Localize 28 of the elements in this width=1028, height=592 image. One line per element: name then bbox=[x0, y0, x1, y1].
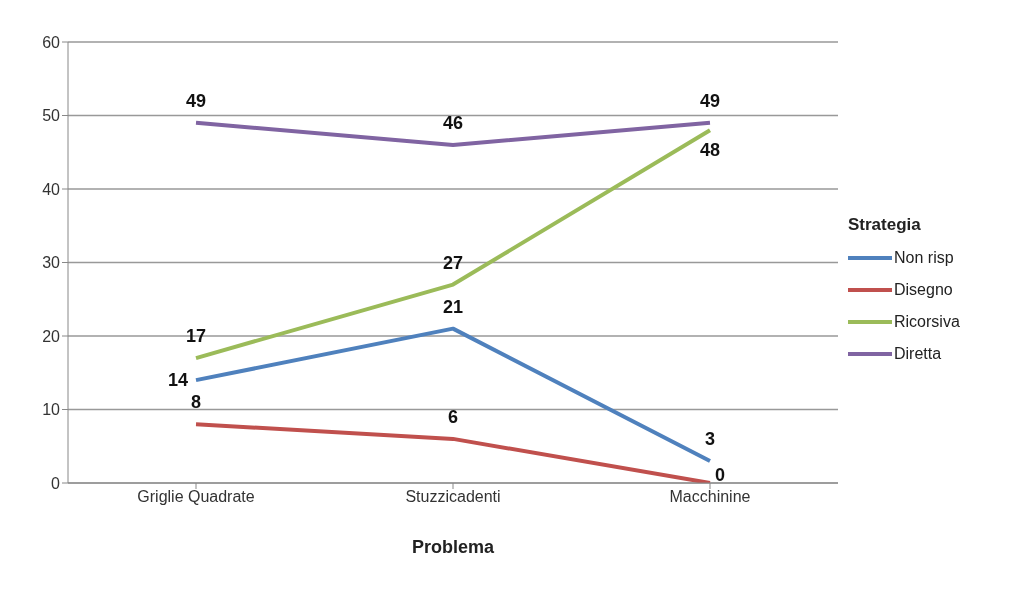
legend-title: Strategia bbox=[848, 214, 922, 235]
data-label: 14 bbox=[167, 370, 189, 391]
legend-label: Non risp bbox=[894, 248, 954, 267]
data-label: 17 bbox=[185, 326, 207, 347]
data-label: 48 bbox=[699, 140, 721, 161]
y-tick-label: 20 bbox=[42, 327, 61, 345]
data-label: 6 bbox=[447, 406, 459, 427]
data-label: 21 bbox=[442, 296, 464, 317]
data-label: 3 bbox=[704, 428, 716, 449]
legend-label: Disegno bbox=[894, 280, 953, 299]
legend-label: Diretta bbox=[894, 344, 942, 363]
x-axis-title: Problema bbox=[411, 537, 495, 557]
y-tick-label: 50 bbox=[42, 107, 61, 125]
data-label: 49 bbox=[699, 90, 721, 111]
data-label: 49 bbox=[185, 90, 207, 111]
x-tick-label: Macchinine bbox=[669, 488, 751, 506]
y-tick-label: 60 bbox=[42, 33, 61, 51]
y-tick-label: 40 bbox=[42, 180, 61, 198]
data-label: 0 bbox=[714, 465, 726, 485]
data-label: 27 bbox=[442, 252, 464, 273]
data-label: 8 bbox=[190, 392, 202, 413]
legend-label: Ricorsiva bbox=[894, 312, 960, 331]
x-tick-label: Griglie Quadrate bbox=[137, 488, 255, 506]
x-tick-label: Stuzzicadenti bbox=[405, 488, 501, 506]
data-label: 46 bbox=[442, 112, 464, 133]
y-tick-label: 30 bbox=[42, 254, 61, 272]
y-tick-label: 0 bbox=[51, 474, 61, 492]
y-tick-label: 10 bbox=[42, 401, 61, 419]
